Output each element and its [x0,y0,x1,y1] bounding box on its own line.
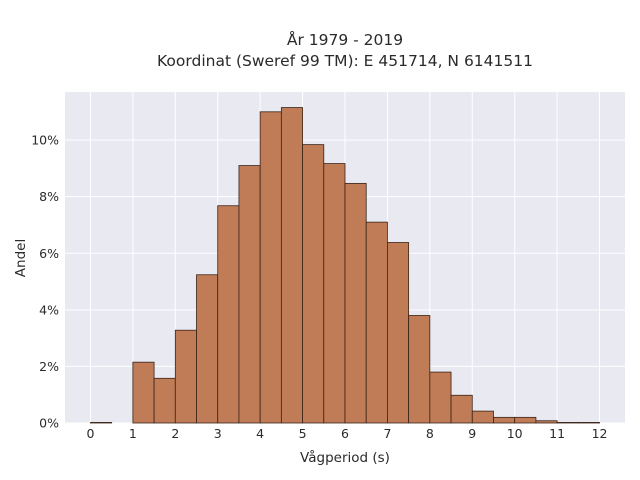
x-tick-label: 2 [171,426,179,441]
x-tick-label: 12 [592,426,608,441]
x-tick-label: 10 [507,426,523,441]
histogram-bar [493,416,516,424]
histogram-bar [238,165,261,424]
histogram-bar [535,420,558,424]
x-tick-label: 1 [129,426,137,441]
histogram-bar [365,221,388,424]
histogram-bar [450,394,473,424]
histogram-bar [556,422,579,424]
histogram-bars [90,107,600,424]
histogram-bar [429,371,452,424]
y-tick-label: 2% [39,359,59,374]
histogram-bar [196,274,219,424]
histogram-bar [387,242,410,424]
x-axis-ticks: 0 1 2 3 4 5 6 7 8 9 10 11 12 [86,426,607,441]
histogram-bar [217,205,240,424]
x-tick-label: 5 [299,426,307,441]
x-axis-label: Vågperiod (s) [300,449,390,466]
y-axis-label: Andel [13,239,29,277]
histogram-bar [153,377,176,424]
histogram-bar [302,144,325,424]
histogram-bar [471,410,494,424]
chart-subtitle: Koordinat (Sweref 99 TM): E 451714, N 61… [157,52,533,70]
x-tick-label: 8 [426,426,434,441]
histogram-bar [90,422,113,424]
x-tick-label: 7 [383,426,391,441]
histogram-bar [280,107,303,424]
histogram-bar [514,416,537,424]
y-axis-ticks: 0% 2% 4% 6% 8% 10% [31,133,59,431]
x-tick-label: 9 [468,426,476,441]
y-tick-label: 10% [31,133,59,148]
histogram-bar [408,315,431,424]
histogram-bar [174,329,197,424]
x-tick-label: 11 [549,426,565,441]
histogram-bar [577,422,600,424]
histogram-bar [132,361,155,424]
histogram-bar [259,111,282,424]
x-tick-label: 6 [341,426,349,441]
x-tick-label: 3 [214,426,222,441]
chart-title: År 1979 - 2019 [287,30,403,49]
x-tick-label: 4 [256,426,264,441]
y-tick-label: 0% [39,416,59,431]
y-tick-label: 4% [39,302,59,317]
histogram-bar [344,182,367,424]
y-tick-label: 6% [39,246,59,261]
x-tick-label: 0 [86,426,94,441]
y-tick-label: 8% [39,189,59,204]
histogram-bar [323,163,346,424]
